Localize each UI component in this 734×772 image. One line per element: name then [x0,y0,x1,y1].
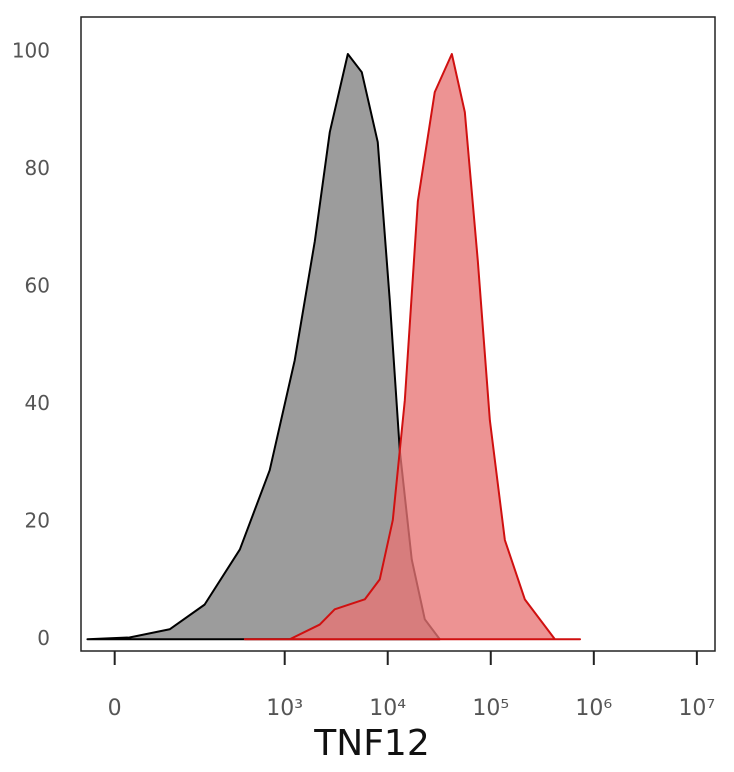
plot-frame [80,16,716,652]
y-tick-label: 20 [25,508,50,532]
histogram-area [243,52,582,641]
x-tick-label: 0 [108,696,122,721]
y-tick-label: 0 [37,626,50,650]
x-tick-label: 10⁴ [369,696,406,721]
y-tick-label: 80 [25,156,50,180]
y-tick-label: 100 [12,39,50,63]
x-tick-label: 10⁶ [575,696,612,721]
x-axis-label: TNF12 [313,723,429,764]
y-tick-label: 40 [25,391,50,415]
x-tick-label: 10⁷ [678,696,715,721]
y-tick-label: 60 [25,274,50,298]
x-tick-label: 10⁵ [472,696,509,721]
x-tick-label: 10³ [266,696,303,721]
